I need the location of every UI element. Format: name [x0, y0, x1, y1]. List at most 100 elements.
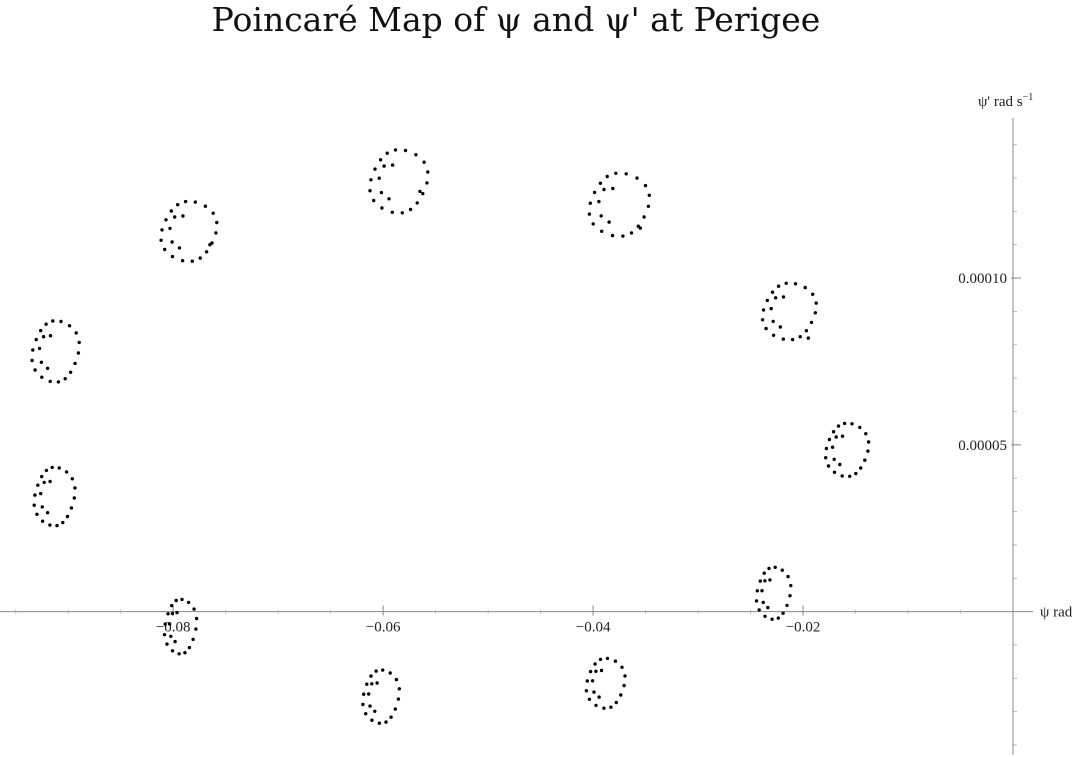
data-point	[40, 519, 45, 523]
data-point	[771, 319, 775, 324]
data-point	[422, 160, 426, 164]
data-point	[385, 151, 389, 155]
y-tick-label: 0.00005	[958, 438, 1007, 454]
data-point	[369, 674, 373, 678]
data-point	[587, 212, 592, 216]
data-point	[170, 611, 175, 616]
data-point	[390, 210, 394, 214]
data-point	[643, 183, 648, 188]
data-point	[375, 681, 379, 685]
data-point	[373, 167, 377, 171]
data-point	[168, 226, 172, 231]
data-point	[770, 290, 775, 294]
data-point	[170, 603, 174, 608]
data-point	[769, 306, 773, 311]
data-point	[44, 322, 48, 326]
data-point	[72, 496, 77, 500]
data-point	[183, 651, 187, 655]
data-point	[842, 421, 847, 426]
data-point	[191, 637, 195, 642]
data-point	[593, 662, 597, 666]
data-point	[758, 579, 762, 583]
data-point	[785, 603, 789, 608]
data-point	[389, 715, 393, 719]
data-point	[159, 238, 163, 242]
data-point	[620, 665, 624, 669]
data-point	[760, 589, 764, 593]
data-point	[164, 218, 168, 222]
data-point	[388, 671, 392, 675]
data-point	[598, 657, 603, 662]
data-point	[809, 320, 814, 325]
data-point	[362, 692, 366, 696]
data-point	[755, 589, 759, 593]
data-point	[372, 198, 376, 203]
data-point	[602, 187, 606, 192]
data-point	[600, 229, 604, 233]
data-point	[33, 493, 37, 497]
data-point	[602, 706, 606, 710]
data-point	[635, 176, 639, 180]
data-point	[367, 692, 371, 696]
data-point	[180, 259, 185, 263]
x-tick-label: −0.04	[576, 620, 611, 636]
data-point	[804, 329, 809, 333]
data-point	[173, 639, 177, 644]
data-point	[798, 335, 802, 339]
data-point	[590, 679, 595, 683]
data-point	[39, 491, 43, 496]
data-point	[55, 523, 59, 528]
data-point	[418, 189, 422, 194]
data-point	[365, 682, 369, 686]
data-point	[381, 668, 385, 672]
data-point	[754, 599, 759, 603]
data-point	[776, 284, 781, 288]
x-tick-label: −0.08	[156, 620, 191, 636]
data-point	[414, 153, 418, 157]
data-point	[377, 176, 381, 180]
data-point	[403, 148, 408, 153]
data-point	[57, 466, 61, 470]
data-point	[613, 659, 618, 663]
data-point	[194, 627, 198, 631]
data-point	[170, 240, 174, 244]
data-point	[629, 231, 634, 235]
data-point	[614, 171, 618, 175]
data-point	[169, 209, 173, 213]
data-point	[163, 622, 167, 626]
data-point	[836, 424, 841, 428]
x-axis-label: ψ rad	[1040, 605, 1073, 621]
data-point	[40, 375, 44, 379]
data-point	[374, 669, 378, 673]
chart-title: Poincaré Map of ψ and ψ' at Perigee	[212, 0, 821, 39]
data-point	[826, 464, 831, 468]
data-point	[397, 687, 401, 691]
data-point	[378, 158, 383, 162]
data-point	[63, 377, 67, 381]
data-point	[34, 337, 38, 342]
data-point	[408, 207, 413, 212]
data-point	[68, 370, 73, 374]
data-point	[33, 368, 37, 372]
data-point	[788, 594, 792, 598]
data-point	[177, 246, 182, 250]
data-point	[39, 360, 44, 364]
data-point	[760, 318, 765, 322]
data-point	[813, 311, 817, 315]
data-point	[623, 674, 627, 678]
tick-labels: −0.08 −0.06 −0.04 −0.02 0.00005 0.00010	[156, 271, 1007, 636]
data-point	[599, 214, 603, 218]
data-point	[863, 458, 867, 462]
x-tick-label: −0.02	[786, 620, 821, 636]
data-point	[31, 348, 35, 352]
data-point	[770, 617, 774, 621]
data-point	[48, 334, 53, 338]
data-point	[215, 220, 219, 225]
data-point	[70, 477, 75, 481]
data-point	[761, 308, 766, 312]
data-point	[393, 148, 398, 152]
data-point	[364, 712, 368, 716]
data-point	[766, 605, 770, 610]
data-point	[169, 634, 173, 638]
data-point	[786, 574, 790, 579]
